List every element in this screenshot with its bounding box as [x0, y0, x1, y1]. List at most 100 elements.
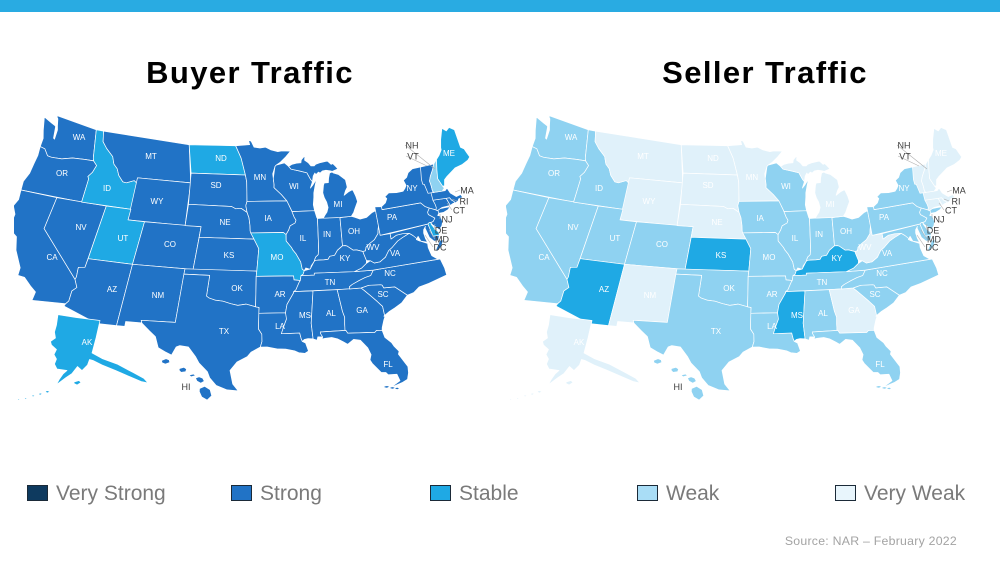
svg-text:IL: IL — [300, 234, 307, 243]
svg-text:NM: NM — [152, 291, 165, 300]
svg-text:NC: NC — [384, 269, 396, 278]
svg-text:MA: MA — [952, 186, 966, 196]
svg-text:NM: NM — [644, 291, 657, 300]
svg-text:PA: PA — [879, 213, 890, 222]
svg-text:TX: TX — [711, 327, 722, 336]
svg-text:CO: CO — [656, 240, 668, 249]
svg-text:UT: UT — [610, 234, 621, 243]
svg-text:OR: OR — [56, 169, 68, 178]
svg-text:NV: NV — [567, 223, 579, 232]
svg-text:MN: MN — [254, 173, 267, 182]
svg-text:MT: MT — [145, 152, 157, 161]
svg-text:WI: WI — [781, 182, 791, 191]
svg-text:CT: CT — [945, 206, 957, 216]
svg-text:TN: TN — [817, 278, 828, 287]
svg-text:NY: NY — [898, 184, 910, 193]
svg-text:WA: WA — [73, 133, 86, 142]
svg-text:ME: ME — [443, 149, 455, 158]
svg-text:IN: IN — [323, 230, 331, 239]
svg-text:WA: WA — [565, 133, 578, 142]
svg-text:AZ: AZ — [107, 285, 117, 294]
svg-text:MO: MO — [763, 253, 776, 262]
svg-text:ID: ID — [103, 184, 111, 193]
svg-text:MN: MN — [746, 173, 759, 182]
svg-text:DC: DC — [434, 243, 447, 253]
svg-text:MS: MS — [299, 311, 311, 320]
svg-text:GA: GA — [356, 306, 368, 315]
svg-text:SD: SD — [210, 181, 221, 190]
svg-text:OK: OK — [723, 284, 735, 293]
svg-text:ID: ID — [595, 184, 603, 193]
svg-text:AR: AR — [274, 290, 285, 299]
svg-text:NV: NV — [75, 223, 87, 232]
svg-text:MD: MD — [435, 235, 449, 245]
svg-text:MD: MD — [927, 235, 941, 245]
svg-text:LA: LA — [275, 322, 285, 331]
svg-text:TX: TX — [219, 327, 230, 336]
svg-text:CA: CA — [538, 253, 550, 262]
svg-text:OR: OR — [548, 169, 560, 178]
svg-text:TN: TN — [325, 278, 336, 287]
svg-text:HI: HI — [674, 382, 683, 392]
svg-text:MI: MI — [334, 200, 343, 209]
svg-text:NJ: NJ — [442, 215, 453, 225]
svg-text:LA: LA — [767, 322, 777, 331]
svg-text:SC: SC — [377, 290, 388, 299]
svg-text:AR: AR — [766, 290, 777, 299]
svg-text:DE: DE — [435, 226, 448, 236]
svg-text:VA: VA — [390, 249, 401, 258]
svg-text:VT: VT — [899, 152, 911, 162]
svg-text:CT: CT — [453, 206, 465, 216]
svg-text:NY: NY — [406, 184, 418, 193]
svg-text:IA: IA — [756, 214, 764, 223]
svg-text:DE: DE — [927, 226, 940, 236]
svg-text:IL: IL — [792, 234, 799, 243]
svg-text:WV: WV — [859, 243, 873, 252]
svg-text:NE: NE — [711, 218, 722, 227]
svg-text:CA: CA — [46, 253, 58, 262]
svg-text:RI: RI — [460, 197, 469, 207]
svg-text:HI: HI — [182, 382, 191, 392]
svg-text:SC: SC — [869, 290, 880, 299]
svg-text:KY: KY — [340, 254, 351, 263]
svg-text:AK: AK — [82, 338, 93, 347]
svg-text:CO: CO — [164, 240, 176, 249]
svg-text:MS: MS — [791, 311, 803, 320]
svg-text:DC: DC — [926, 243, 939, 253]
svg-text:KY: KY — [832, 254, 843, 263]
svg-text:AL: AL — [326, 309, 336, 318]
svg-text:NJ: NJ — [934, 215, 945, 225]
svg-text:FL: FL — [875, 360, 885, 369]
svg-text:SD: SD — [702, 181, 713, 190]
svg-text:NE: NE — [219, 218, 230, 227]
svg-text:MT: MT — [637, 152, 649, 161]
svg-text:OH: OH — [348, 227, 360, 236]
svg-text:OH: OH — [840, 227, 852, 236]
svg-text:ND: ND — [215, 154, 227, 163]
svg-text:KS: KS — [716, 251, 727, 260]
svg-text:KS: KS — [224, 251, 235, 260]
svg-text:VA: VA — [882, 249, 893, 258]
svg-text:NH: NH — [406, 141, 419, 151]
svg-text:MA: MA — [460, 186, 474, 196]
svg-text:VT: VT — [407, 152, 419, 162]
svg-text:ND: ND — [707, 154, 719, 163]
svg-text:WY: WY — [643, 197, 657, 206]
svg-text:RI: RI — [952, 197, 961, 207]
svg-text:OK: OK — [231, 284, 243, 293]
svg-text:WV: WV — [367, 243, 381, 252]
svg-text:AK: AK — [574, 338, 585, 347]
svg-text:MI: MI — [826, 200, 835, 209]
svg-text:NC: NC — [876, 269, 888, 278]
svg-text:MO: MO — [271, 253, 284, 262]
svg-text:AL: AL — [818, 309, 828, 318]
svg-text:IA: IA — [264, 214, 272, 223]
svg-text:IN: IN — [815, 230, 823, 239]
svg-text:UT: UT — [118, 234, 129, 243]
svg-text:GA: GA — [848, 306, 860, 315]
svg-text:WI: WI — [289, 182, 299, 191]
svg-text:PA: PA — [387, 213, 398, 222]
svg-text:ME: ME — [935, 149, 947, 158]
svg-text:WY: WY — [151, 197, 165, 206]
svg-text:AZ: AZ — [599, 285, 609, 294]
